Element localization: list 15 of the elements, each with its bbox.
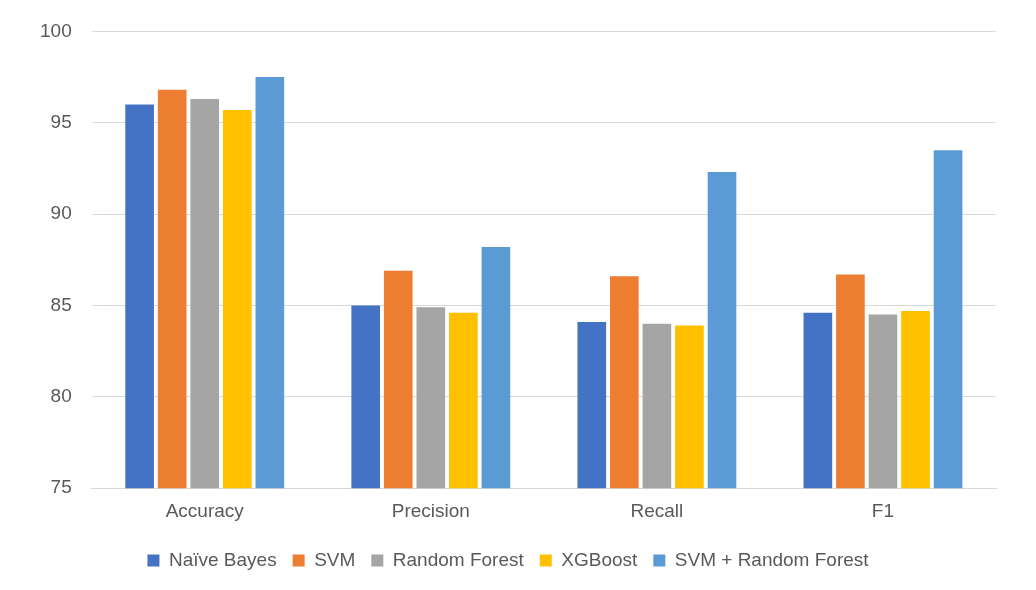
x-tick-label: F1 [871, 499, 895, 521]
y-tick-label: 85 [50, 293, 72, 315]
y-tick-label: 95 [50, 110, 72, 132]
legend-label: Random Forest [392, 548, 525, 570]
legend-label: Naïve Bayes [168, 548, 277, 570]
legend-label: XGBoost [561, 548, 639, 570]
y-tick-label: 100 [40, 19, 72, 41]
x-tick-label: Recall [630, 499, 684, 521]
y-tick-label: 75 [50, 476, 72, 498]
legend-label: SVM [314, 548, 356, 570]
y-tick-label: 80 [50, 385, 72, 407]
x-tick-label: Accuracy [165, 499, 245, 521]
legend-label: SVM + Random Forest [674, 548, 870, 570]
x-tick-label: Precision [391, 499, 470, 521]
y-tick-label: 90 [50, 202, 72, 224]
